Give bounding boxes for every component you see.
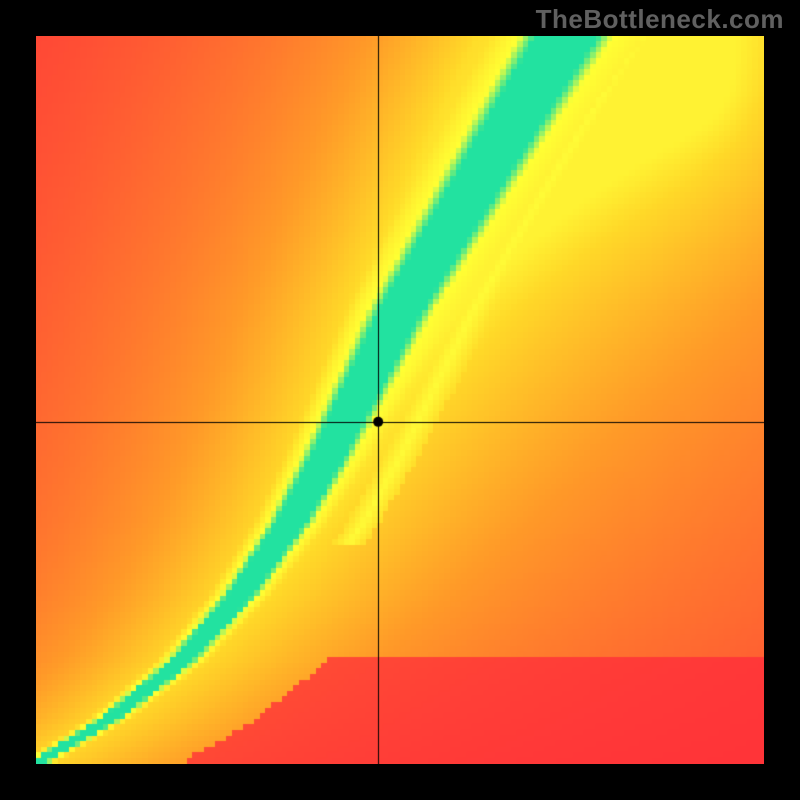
bottleneck-heatmap	[36, 36, 764, 764]
watermark-text: TheBottleneck.com	[536, 4, 784, 35]
